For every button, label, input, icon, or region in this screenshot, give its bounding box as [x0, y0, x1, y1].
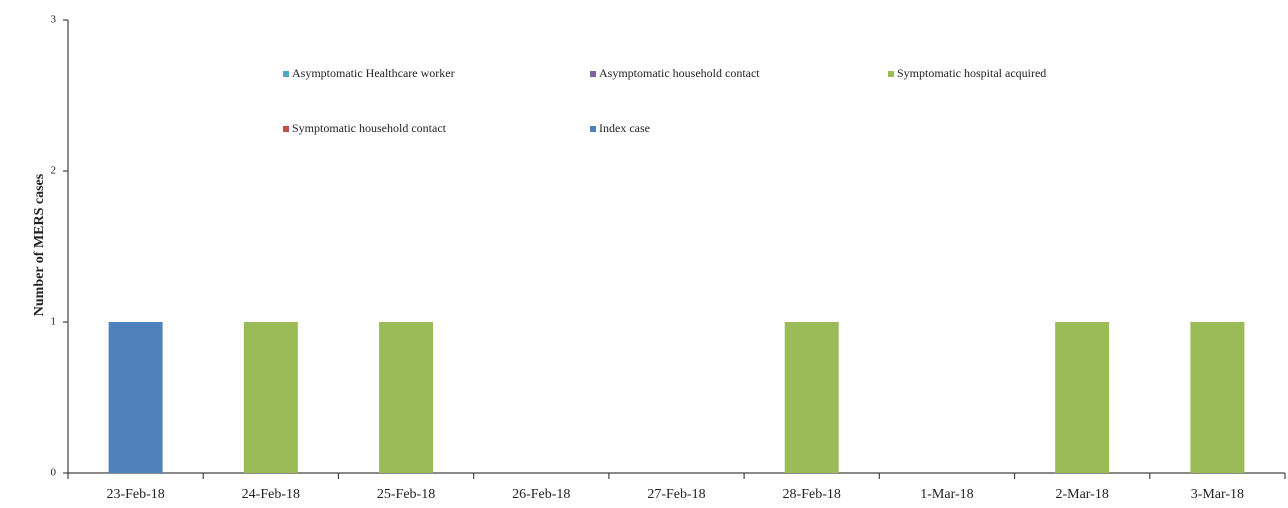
x-tick-label: 28-Feb-18 — [783, 487, 841, 502]
bar-segment — [1055, 322, 1110, 473]
legend-label: Symptomatic household contact — [292, 121, 447, 135]
bar-segment — [379, 322, 434, 473]
legend-label: Symptomatic hospital acquired — [897, 66, 1046, 80]
y-axis-label: Number of MERS cases — [32, 173, 47, 316]
legend-label: Asymptomatic Healthcare worker — [292, 66, 455, 80]
y-tick-label: 3 — [51, 14, 57, 26]
x-tick-label: 3-Mar-18 — [1191, 487, 1244, 502]
x-tick-label: 26-Feb-18 — [512, 487, 570, 502]
bar-segment — [243, 322, 298, 473]
x-tick-label: 23-Feb-18 — [106, 487, 164, 502]
x-tick-label: 27-Feb-18 — [647, 487, 705, 502]
x-tick-label: 25-Feb-18 — [377, 487, 435, 502]
y-tick-label: 1 — [51, 316, 57, 328]
bar-segment — [108, 322, 163, 473]
x-tick-label: 2-Mar-18 — [1055, 487, 1108, 502]
legend-swatch — [590, 71, 596, 77]
legend-swatch — [888, 71, 894, 77]
legend-label: Index case — [599, 121, 650, 135]
legend-label: Asymptomatic household contact — [599, 66, 760, 80]
x-tick-label: 1-Mar-18 — [920, 487, 973, 502]
legend-swatch — [590, 126, 596, 132]
legend-swatch — [283, 71, 289, 77]
x-tick-label: 24-Feb-18 — [242, 487, 300, 502]
y-tick-label: 2 — [51, 165, 57, 177]
bar-segment — [784, 322, 839, 473]
y-tick-label: 0 — [51, 467, 57, 479]
bar-segment — [1190, 322, 1245, 473]
legend-swatch — [283, 126, 289, 132]
